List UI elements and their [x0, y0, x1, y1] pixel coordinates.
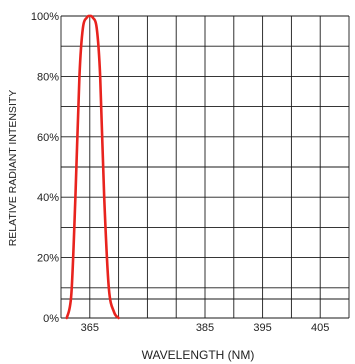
series-layer — [65, 14, 120, 320]
spectrum-line — [65, 14, 120, 320]
x-tick-label: 395 — [253, 322, 271, 334]
grid-lines — [60, 15, 350, 319]
y-tick-label: 20% — [37, 253, 59, 265]
y-tick-labels: 0% 20% 40% 60% 80% 100% — [31, 11, 59, 325]
x-axis-label: WAVELENGTH (NM) — [142, 348, 255, 362]
x-tick-labels: 365 385 395 405 — [81, 322, 330, 334]
x-tick-label: 365 — [81, 322, 99, 334]
y-tick-label: 60% — [37, 132, 59, 144]
y-tick-label: 40% — [37, 192, 59, 204]
y-tick-label: 0% — [43, 313, 59, 325]
x-tick-label: 385 — [196, 322, 214, 334]
x-tick-label: 405 — [311, 322, 329, 334]
y-tick-label: 100% — [31, 11, 59, 23]
y-axis-label: RELATIVE RADIANT INTENSITY — [7, 90, 19, 247]
y-tick-label: 80% — [37, 71, 59, 83]
